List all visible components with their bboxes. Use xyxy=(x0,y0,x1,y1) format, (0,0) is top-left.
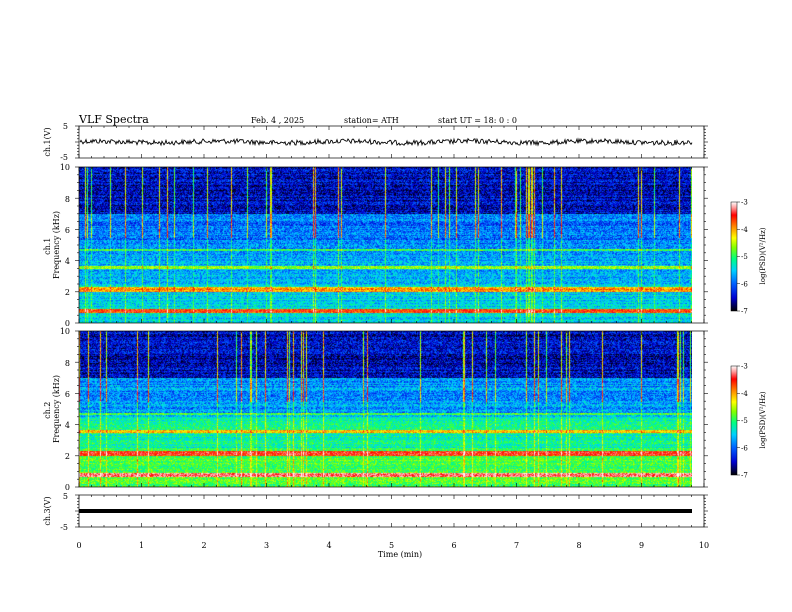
ch2-colorbar-ticks: -3 -4 -5 -6 -7 xyxy=(737,363,748,480)
ch1-colorbar-label: log(PSD)(V²/Hz) xyxy=(759,227,767,284)
ch2-ytick-0: 0 xyxy=(65,483,70,492)
ch2-ytick-10: 10 xyxy=(60,327,70,336)
x-tick-label: 9 xyxy=(639,541,644,550)
ch1-waveform-line xyxy=(79,137,693,147)
ch1-ytick-8: 8 xyxy=(65,195,70,204)
colorbar-tick-label: -3 xyxy=(741,363,748,371)
start-time-label: start UT = 18: 0 : 0 xyxy=(438,116,517,125)
x-tick-label: 7 xyxy=(514,541,519,550)
ch1-ytick-6: 6 xyxy=(65,226,70,235)
x-tick-label: 4 xyxy=(326,541,331,550)
ch2-spectrogram-panel: 0 2 4 6 8 10 ch.2 Frequency (kHz) -3 -4 -5… xyxy=(43,327,767,492)
ch1-ytick-bottom: -5 xyxy=(60,153,68,162)
ch1-ytick-10: 10 xyxy=(60,163,70,172)
x-tick-label: 5 xyxy=(389,541,394,550)
ch2-colorbar-label: log(PSD)(V²/Hz) xyxy=(759,391,767,448)
colorbar-tick-label: -7 xyxy=(741,308,748,316)
ch1-ytick-2: 2 xyxy=(65,288,70,297)
ch1-colorbar xyxy=(730,201,738,312)
ch2-ytick-2: 2 xyxy=(65,452,70,461)
station-label: station= ATH xyxy=(344,116,399,125)
ch3-waveform-ylabel: ch.3(V) xyxy=(43,496,52,525)
ch1-waveform-panel: 5 -5 ch.1(V) xyxy=(43,122,708,162)
ch3-waveform-ticks xyxy=(75,494,708,528)
ch3-ytick-bottom: -5 xyxy=(60,523,68,532)
figure-title: VLF Spectra xyxy=(78,113,149,126)
x-tick-label: 8 xyxy=(576,541,581,550)
ch1-spectrogram-ylabel: ch.1 Frequency (kHz) xyxy=(43,211,61,279)
colorbar-tick-label: -4 xyxy=(741,390,748,398)
ch1-spectrogram-panel: 0 2 4 6 8 10 ch.1 Frequency (kHz) -3 -4 -5… xyxy=(43,163,767,328)
x-tick-label: 3 xyxy=(264,541,269,550)
x-tick-label: 0 xyxy=(76,541,81,550)
ch1-ytick-4: 4 xyxy=(65,257,70,266)
time-axis-label: Time (min) xyxy=(378,550,422,559)
colorbar-tick-label: -3 xyxy=(741,199,748,207)
x-tick-label: 2 xyxy=(201,541,206,550)
ch3-ytick-top: 5 xyxy=(63,492,68,501)
ch2-ytick-6: 6 xyxy=(65,390,70,399)
ch1-colorbar-ticks: -3 -4 -5 -6 -7 xyxy=(737,199,748,316)
ch1-spectrogram-image xyxy=(79,167,692,323)
ch2-ytick-8: 8 xyxy=(65,359,70,368)
ch1-ytick-top: 5 xyxy=(63,122,68,131)
ch1-waveform-ylabel: ch.1(V) xyxy=(43,127,52,156)
colorbar-tick-label: -4 xyxy=(741,226,748,234)
ch1-waveform-ticks xyxy=(75,125,708,159)
colorbar-tick-label: -7 xyxy=(741,472,748,480)
ch2-colorbar xyxy=(730,365,738,476)
ch2-spectrogram-ylabel: ch.2 Frequency (kHz) xyxy=(43,375,61,443)
ch3-waveform-panel: 5 -5 ch.3(V) 0 1 2 3 4 5 6 7 8 9 10 Time (min) xyxy=(43,492,709,559)
colorbar-tick-label: -6 xyxy=(741,280,748,288)
x-tick-label: 1 xyxy=(139,541,144,550)
ch1-spectrogram-ticks xyxy=(75,166,708,324)
ch2-spectrogram-image xyxy=(79,331,692,487)
ch2-spectrogram-ticks xyxy=(75,330,708,488)
colorbar-tick-label: -5 xyxy=(741,417,748,425)
colorbar-tick-label: -5 xyxy=(741,253,748,261)
date-label: Feb. 4 , 2025 xyxy=(251,116,304,125)
x-tick-label: 10 xyxy=(699,541,709,550)
colorbar-tick-label: -6 xyxy=(741,444,748,452)
time-axis-tick-labels: 0 1 2 3 4 5 6 7 8 9 10 xyxy=(76,541,709,550)
ch1-ytick-0: 0 xyxy=(65,319,70,328)
ch2-ytick-4: 4 xyxy=(65,421,70,430)
x-tick-label: 6 xyxy=(451,541,456,550)
